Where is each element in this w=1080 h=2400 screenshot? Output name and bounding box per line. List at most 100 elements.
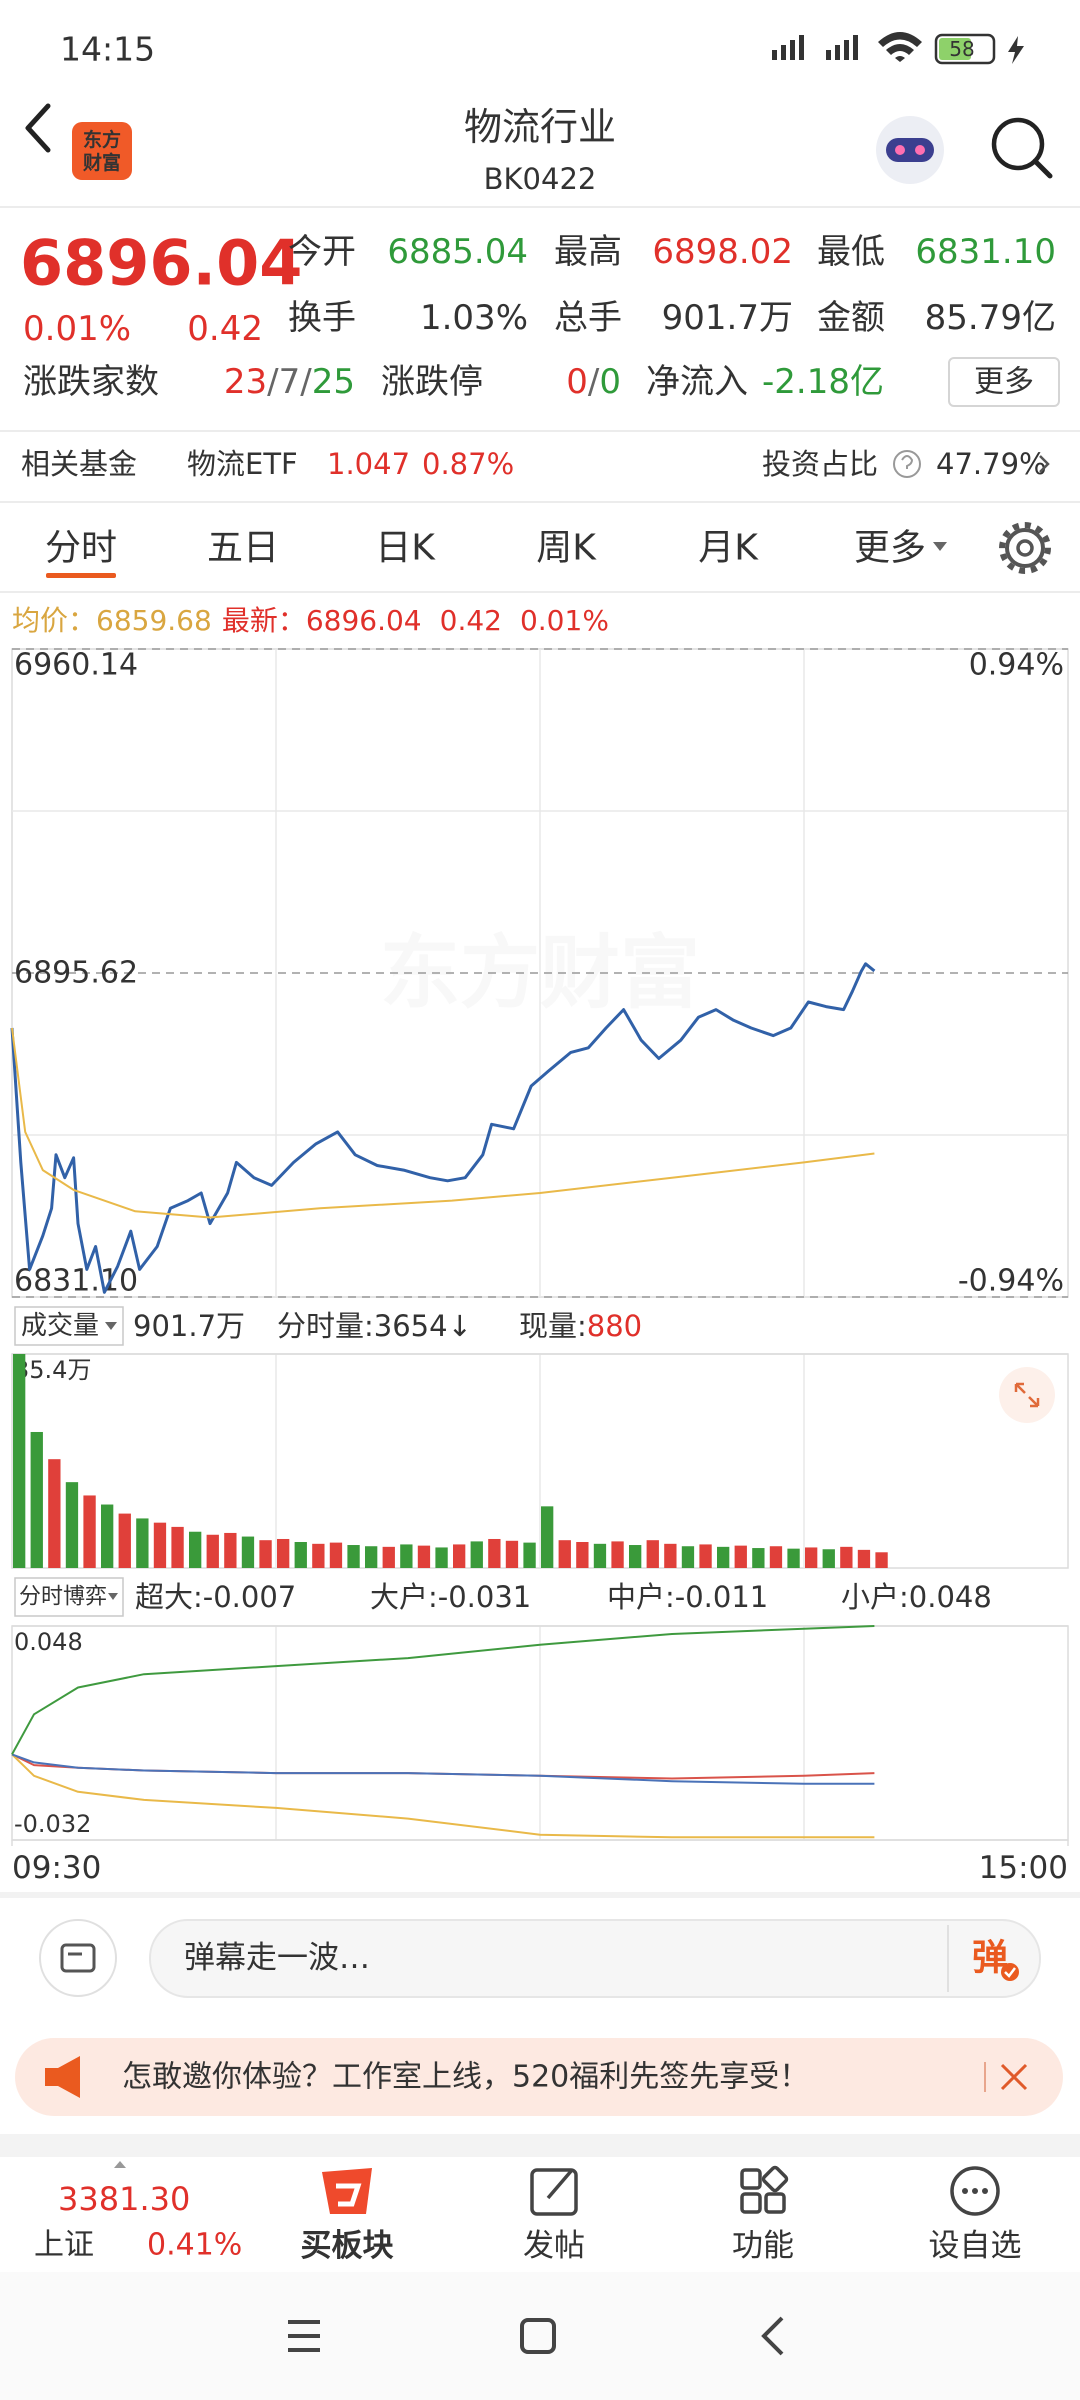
nav-label[interactable]: 买板块 [301, 2228, 394, 2264]
index-value[interactable]: 3381.30 [58, 2180, 190, 2218]
current-label: 现量: [519, 1309, 587, 1343]
banner-text[interactable]: 怎敢邀你体验？工作室上线，520福利先签先享受！ [122, 2060, 809, 2095]
divider-band [0, 1892, 1080, 1898]
assistant-avatar-part[interactable] [886, 138, 934, 162]
volume-selector[interactable] [14, 1306, 124, 1346]
nav-icon-part[interactable] [950, 2166, 1000, 2216]
signal-icons-part [835, 45, 840, 60]
stat-label: 最低 [817, 232, 885, 272]
nav-icon-part[interactable] [740, 2168, 762, 2190]
y-tick-label: -0.032 [14, 1810, 91, 1838]
volume-bar [875, 1552, 888, 1568]
assistant-avatar-part[interactable] [895, 145, 905, 155]
stat-label: 净流入 [646, 362, 748, 402]
nav-icon-part[interactable] [530, 2168, 578, 2216]
last-label: 最新： [222, 604, 306, 637]
volume-bar [65, 1482, 79, 1568]
expand-button-part[interactable] [999, 1367, 1055, 1423]
back-key[interactable] [761, 2316, 784, 2356]
charts: 东方财富 6960.14 6895.62 6831.10 0.94% -0.94% 35.4… [10, 648, 1069, 1886]
nav-label[interactable]: 功能 [732, 2228, 794, 2264]
signal-icons-part [781, 45, 786, 60]
nav-icon-part[interactable] [546, 2168, 574, 2200]
expand-arrow[interactable] [114, 2161, 126, 2168]
fund-row[interactable]: 相关基金 物流ETF 1.047 0.87% 投资占比 47.79% [21, 447, 1050, 481]
back-button[interactable] [25, 103, 51, 153]
limit-up: 0 [566, 362, 588, 402]
settings-button-part[interactable] [999, 522, 1051, 574]
nav-icon[interactable] [322, 2168, 372, 2214]
nav-icon[interactable] [950, 2166, 1000, 2216]
volume-bar [787, 1548, 800, 1568]
comment-placeholder[interactable]: 弹幕走一波… [184, 1940, 370, 1976]
tab[interactable]: 更多 [854, 528, 926, 569]
close-button[interactable] [1000, 2063, 1028, 2091]
nav-label[interactable]: 设自选 [929, 2228, 1022, 2264]
expand-button-part[interactable] [1014, 1382, 1040, 1408]
volume-bar [365, 1546, 378, 1568]
search-handle [1032, 158, 1053, 179]
home-key[interactable] [520, 2318, 556, 2354]
avg-label: 均价： [12, 604, 96, 637]
more-button-text[interactable]: 更多 [974, 365, 1034, 400]
volume-bar [259, 1540, 272, 1568]
stat-label: 最高 [554, 232, 622, 272]
assistant-avatar[interactable] [876, 116, 944, 184]
nav-icon[interactable] [740, 2165, 789, 2214]
comment-input[interactable] [149, 1919, 1041, 1998]
expand-button[interactable] [999, 1367, 1055, 1423]
nav-label[interactable]: 发帖 [523, 2228, 585, 2264]
nav-icon[interactable] [530, 2168, 578, 2216]
minute-volume: 分时量:3654↓ [277, 1309, 472, 1343]
up-count: 23 [224, 362, 267, 402]
nav-icon-part[interactable] [336, 2183, 362, 2207]
assistant-avatar-part[interactable] [915, 145, 925, 155]
menu-key[interactable] [288, 2320, 320, 2352]
signal-icons-part [799, 35, 804, 60]
volume-bar [83, 1495, 96, 1568]
nav-icon-part[interactable] [962, 2188, 968, 2194]
flat-count: 7 [279, 362, 301, 402]
volume-bar [629, 1545, 642, 1568]
tab[interactable]: 日K [375, 528, 436, 569]
volume-bar [347, 1545, 360, 1568]
current-value: 880 [587, 1309, 642, 1343]
divider-band [0, 2134, 1080, 2157]
promo-banner[interactable]: 怎敢邀你体验？工作室上线，520福利先签先享受！ [15, 2038, 1063, 2116]
tab[interactable]: 五日 [207, 528, 279, 569]
danmaku-toggle[interactable] [39, 1919, 117, 1997]
settings-button-part[interactable] [1016, 539, 1034, 557]
settings-button-part[interactable] [1005, 528, 1045, 568]
nav-icon-part[interactable] [761, 2165, 789, 2193]
legend-entry: 超大:-0.007 [135, 1580, 296, 1614]
more-button[interactable] [948, 357, 1060, 407]
charging-icon [1008, 36, 1024, 64]
index-name[interactable]: 上证 [34, 2228, 94, 2263]
nav-icon-part[interactable] [322, 2168, 372, 2214]
chart-line: 0.048 -0.032 09:30 15:00 [11, 1625, 1069, 1886]
volume-bar [206, 1534, 219, 1568]
tab[interactable]: 月K [698, 528, 759, 569]
nav-icon-part[interactable] [740, 2192, 762, 2214]
promo-banner-part[interactable] [15, 2038, 1063, 2116]
flow-selector-text[interactable]: 分时博弈 [19, 1585, 107, 1610]
chart-line: 东方财富 6960.14 6895.62 6831.10 0.94% -0.94% [10, 648, 1069, 1299]
logo-text: 东方 [83, 128, 121, 151]
settings-button[interactable] [999, 522, 1051, 574]
nav-icon-part[interactable] [764, 2192, 786, 2214]
volume-selector-text[interactable]: 成交量 [21, 1311, 99, 1341]
index-change[interactable]: 0.41% [147, 2228, 242, 2263]
separator: / [588, 362, 600, 402]
flow-selector[interactable] [14, 1577, 124, 1617]
y-tick-label: 0.048 [14, 1628, 83, 1656]
nav-icon-part[interactable] [982, 2188, 988, 2194]
signal-icons-part [826, 50, 831, 60]
tab[interactable]: 分时 [45, 528, 117, 569]
search-button[interactable] [991, 117, 1045, 171]
volume-bar [558, 1540, 571, 1568]
volume-total: 901.7万 [133, 1309, 245, 1343]
tab[interactable]: 周K [536, 528, 597, 569]
nav-icon-part[interactable] [972, 2188, 978, 2194]
series-line [11, 1625, 875, 1755]
help-icon[interactable] [893, 450, 921, 478]
